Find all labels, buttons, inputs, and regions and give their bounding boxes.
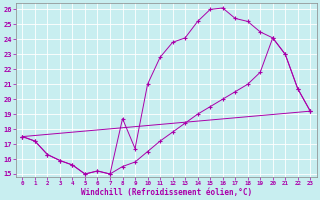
X-axis label: Windchill (Refroidissement éolien,°C): Windchill (Refroidissement éolien,°C) [81,188,252,197]
